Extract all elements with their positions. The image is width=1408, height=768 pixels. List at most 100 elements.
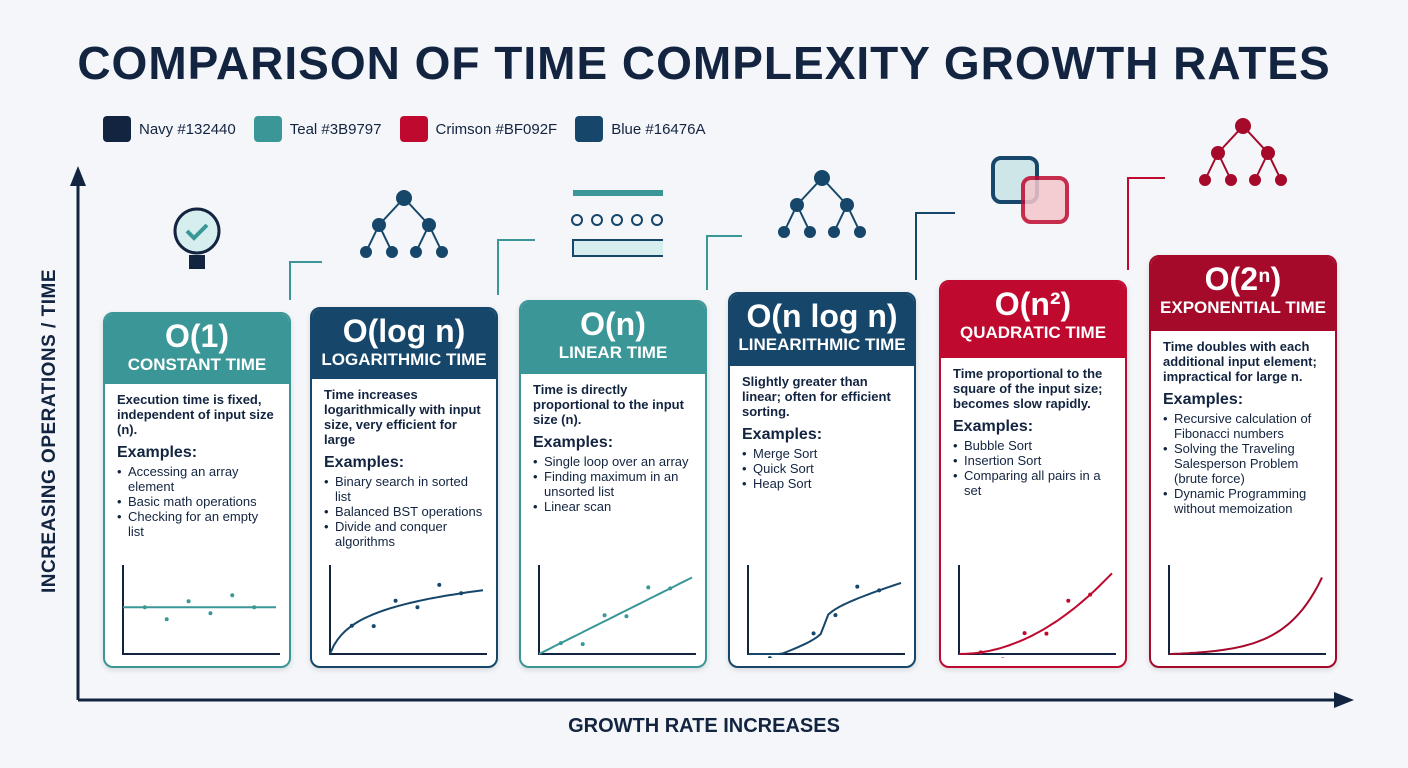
description: Slightly greater than linear; often for … xyxy=(742,374,891,419)
sample-point xyxy=(371,624,376,629)
sample-point xyxy=(978,650,983,655)
description: Time increases logarithmically with inpu… xyxy=(324,387,481,447)
complexity-name: EXPONENTIAL TIME xyxy=(1160,298,1326,317)
example-item: Accessing an array element xyxy=(117,464,277,494)
sample-point xyxy=(349,623,354,628)
card-header: O(log n) LOGARITHMIC TIME xyxy=(312,309,496,379)
growth-curve xyxy=(1168,577,1323,655)
step-arrows xyxy=(289,177,1165,300)
complexity-name: LINEAR TIME xyxy=(558,343,668,362)
examples-list: Recursive calculation of Fibonacci numbe… xyxy=(1163,411,1323,516)
sample-point xyxy=(624,614,629,619)
swatch xyxy=(253,116,282,142)
legend-item-navy: Navy #132440 xyxy=(103,116,236,142)
example-item: Dynamic Programming without memoization xyxy=(1163,486,1323,516)
growth-curve xyxy=(958,572,1113,655)
complexity-name: CONSTANT TIME xyxy=(127,355,267,374)
chart-axes xyxy=(329,565,487,655)
page-title: COMPARISON OF TIME COMPLEXITY GROWTH RAT… xyxy=(77,37,1331,89)
examples-heading: Examples: xyxy=(324,454,405,471)
sample-point xyxy=(558,641,563,646)
description: Time proportional to the square of the i… xyxy=(953,366,1103,411)
examples-heading: Examples: xyxy=(117,444,198,461)
sample-point xyxy=(1022,631,1027,636)
complexity-name: LOGARITHMIC TIME xyxy=(321,350,487,369)
example-item: Single loop over an array xyxy=(533,454,693,469)
sample-point xyxy=(186,599,191,604)
sample-point xyxy=(646,585,651,590)
growth-curve-chart xyxy=(538,565,696,655)
legend-label: Teal #3B9797 xyxy=(289,120,382,138)
description: Time is directly proportional to the inp… xyxy=(533,382,684,427)
examples-list: Binary search in sorted listBalanced BST… xyxy=(324,474,484,549)
sample-point xyxy=(142,605,147,610)
sample-point xyxy=(164,617,169,622)
legend-item-crimson: Crimson #BF092F xyxy=(399,116,557,142)
linear-scan-icon xyxy=(563,180,675,260)
example-item: Insertion Sort xyxy=(953,453,1113,468)
chart-axes xyxy=(538,565,696,655)
sample-point xyxy=(252,605,257,610)
description: Execution time is fixed, independent of … xyxy=(117,392,274,437)
y-axis-arrowhead xyxy=(70,166,86,186)
swatch xyxy=(575,116,604,142)
examples-list: Single loop over an arrayFinding maximum… xyxy=(533,454,693,514)
card-header: O(n log n) LINEARITHMIC TIME xyxy=(730,294,914,366)
examples-list: Bubble SortInsertion SortComparing all p… xyxy=(953,438,1113,498)
sample-point xyxy=(1044,631,1049,636)
sample-point xyxy=(208,611,213,616)
sample-point xyxy=(877,588,882,593)
examples-heading: Examples: xyxy=(953,418,1034,435)
nested-squares-icon xyxy=(983,150,1083,230)
example-item: Merge Sort xyxy=(742,446,902,461)
legend-item-blue: Blue #16476A xyxy=(575,116,705,142)
chart-axes xyxy=(958,565,1116,655)
examples-list: Accessing an array elementBasic math ope… xyxy=(117,464,277,539)
legend-label: Navy #132440 xyxy=(139,120,236,138)
sample-point xyxy=(1066,598,1071,603)
y-axis-label: INCREASING OPERATIONS / TIME xyxy=(39,269,60,594)
growth-curve-chart xyxy=(1168,565,1326,655)
description: Time doubles with each additional input … xyxy=(1163,339,1317,384)
example-item: Balanced BST operations xyxy=(324,504,484,519)
card-header: O(2ⁿ) EXPONENTIAL TIME xyxy=(1151,257,1335,331)
complexity-card: O(n) LINEAR TIME Time is directly propor… xyxy=(519,300,707,668)
complexity-name: LINEARITHMIC TIME xyxy=(738,335,906,354)
chart-axes xyxy=(122,565,280,655)
complexity-card: O(n²) QUADRATIC TIME Time proportional t… xyxy=(939,280,1127,668)
examples-list: Merge SortQuick SortHeap Sort xyxy=(742,446,902,491)
lightbulb-check-icon xyxy=(147,195,247,275)
notation: O(2ⁿ) xyxy=(1204,261,1282,297)
complexity-name: QUADRATIC TIME xyxy=(959,323,1107,342)
examples-heading: Examples: xyxy=(533,434,614,451)
examples-heading: Examples: xyxy=(742,426,823,443)
notation: O(n log n) xyxy=(746,298,898,334)
card-header: O(n) LINEAR TIME xyxy=(521,302,705,374)
sample-point xyxy=(811,631,816,636)
sample-point xyxy=(230,593,235,598)
growth-curve xyxy=(538,576,693,655)
complexity-card: O(1) CONSTANT TIME Execution time is fix… xyxy=(103,312,291,668)
swatch xyxy=(399,116,428,142)
notation: O(n²) xyxy=(994,286,1072,322)
sample-point xyxy=(855,584,860,589)
example-item: Divide and conquer algorithms xyxy=(324,519,484,549)
sample-point xyxy=(415,605,420,610)
cloud-tree-stopwatch-icon xyxy=(1193,118,1293,198)
gear-tree-icon xyxy=(772,170,872,250)
example-item: Finding maximum in an unsorted list xyxy=(533,469,693,499)
legend: Navy #132440 Teal #3B9797 Crimson #BF092… xyxy=(103,116,705,142)
swatch xyxy=(103,116,131,142)
sample-point xyxy=(833,613,838,618)
sample-point xyxy=(437,582,442,587)
complexity-card: O(log n) LOGARITHMIC TIME Time increases… xyxy=(310,307,498,668)
example-item: Heap Sort xyxy=(742,476,902,491)
notation: O(1) xyxy=(165,318,229,354)
sample-point xyxy=(767,656,772,658)
legend-item-teal: Teal #3B9797 xyxy=(253,116,382,142)
card-header: O(1) CONSTANT TIME xyxy=(105,314,289,384)
growth-curve xyxy=(329,589,484,655)
sample-point xyxy=(580,642,585,647)
sample-point xyxy=(1001,657,1005,658)
